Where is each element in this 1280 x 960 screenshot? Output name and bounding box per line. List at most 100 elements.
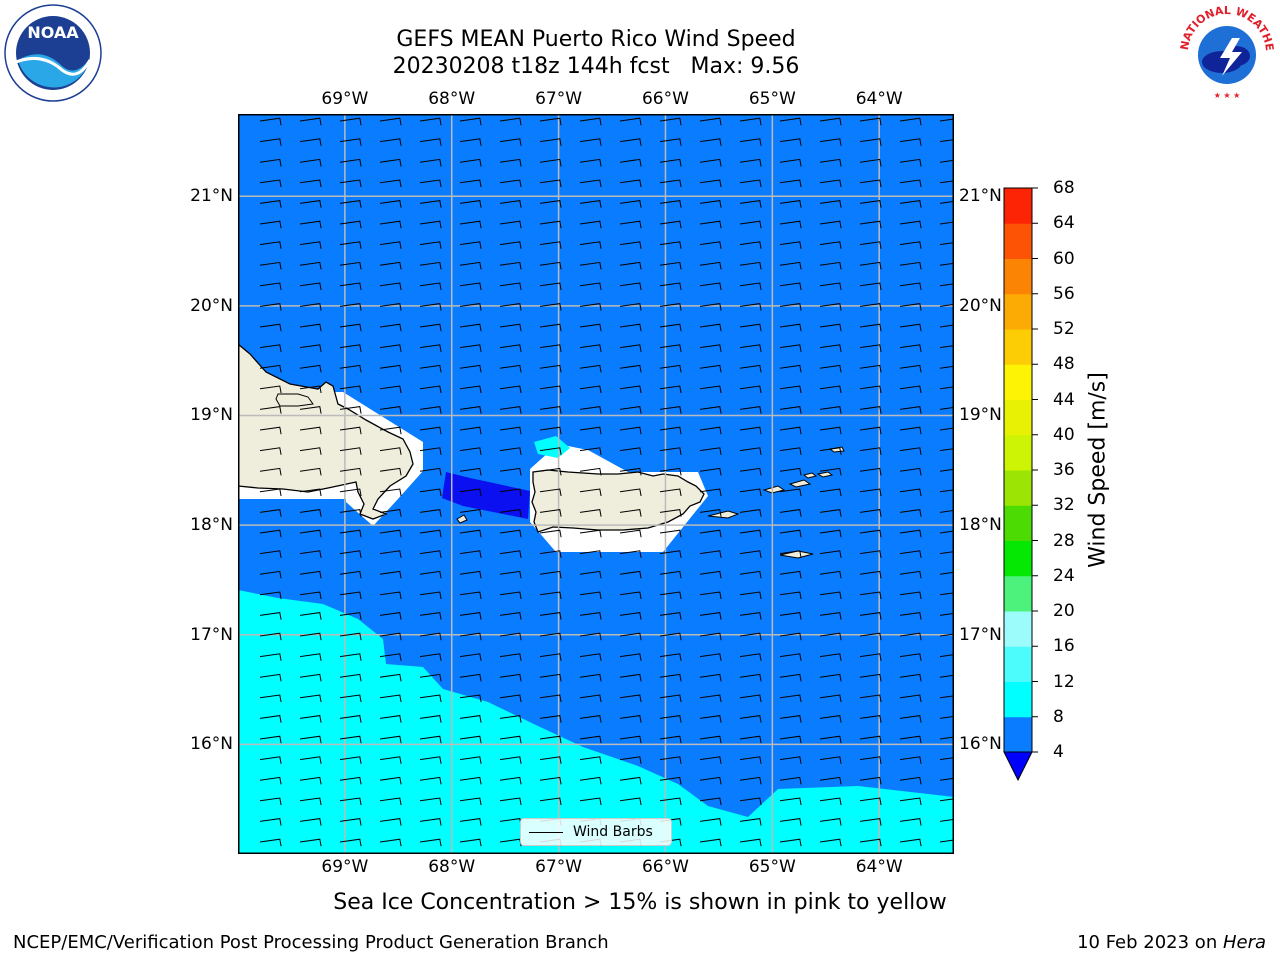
wind-barb-27 xyxy=(619,138,642,146)
wind-barb-141 xyxy=(859,261,882,270)
wind-barb-56 xyxy=(339,179,362,188)
wind-barb-335 xyxy=(699,488,722,497)
wind-barb-327 xyxy=(379,488,402,497)
wind-barb-174 xyxy=(739,303,762,311)
wind-barb-498 xyxy=(739,673,762,682)
land-mona-island xyxy=(456,514,468,524)
wind-barb-150 xyxy=(499,282,522,291)
noaa-logo: NOAA xyxy=(4,4,102,102)
wind-barb-625 xyxy=(779,818,802,826)
wind-barb-452 xyxy=(339,632,362,641)
wind-barb-384 xyxy=(499,550,522,558)
wind-barb-598 xyxy=(419,797,442,806)
wind-barb-476 xyxy=(579,653,602,661)
wind-barb-183 xyxy=(379,323,402,332)
wind-barb-346 xyxy=(419,509,442,517)
wind-barb-532 xyxy=(659,715,682,723)
wind-barb-172 xyxy=(659,303,682,311)
wind-barb-626 xyxy=(819,818,842,826)
colorbar-tick-13: 56 xyxy=(1053,283,1075,304)
wind-barb-47 xyxy=(699,158,722,167)
wind-barb-269 xyxy=(939,406,954,410)
wind-barb-300 xyxy=(739,447,762,455)
cyan-wind-zone xyxy=(238,590,954,854)
wind-barb-302 xyxy=(819,447,842,455)
wind-barb-165 xyxy=(379,303,402,311)
wind-barb-342 xyxy=(259,509,282,517)
wind-barb-39 xyxy=(379,158,402,167)
wind-barb-157 xyxy=(779,282,802,291)
wind-barb-424 xyxy=(659,591,682,600)
wind-barb-106 xyxy=(899,220,922,229)
wind-barb-453 xyxy=(379,632,402,641)
lon-label-bottom-5: 64°W xyxy=(855,857,903,877)
wind-barb-109 xyxy=(299,241,322,249)
wind-barb-119 xyxy=(699,241,722,249)
wind-barb-253 xyxy=(299,406,322,414)
wind-barb-444 xyxy=(739,612,762,620)
wind-barb-399 xyxy=(379,570,402,579)
lat-label-right-2: 19°N xyxy=(959,405,1002,426)
wind-barb-306 xyxy=(259,467,282,476)
wind-barb-0 xyxy=(259,117,282,126)
lat-label-right-5: 16°N xyxy=(959,734,1002,755)
wind-barb-553 xyxy=(779,735,802,744)
wind-barb-152 xyxy=(579,282,602,291)
wind-barb-634 xyxy=(419,838,442,847)
wind-barb-135 xyxy=(619,261,642,270)
wind-barb-632 xyxy=(339,838,362,847)
footer-credit: NCEP/EMC/Verification Post Processing Pr… xyxy=(13,932,609,953)
wind-barb-188 xyxy=(579,323,602,332)
wind-barb-596 xyxy=(339,797,362,806)
wind-barb-437 xyxy=(459,612,482,620)
wind-barb-451 xyxy=(299,632,322,641)
wind-barb-113 xyxy=(459,241,482,249)
wind-barb-374 xyxy=(819,529,842,538)
wind-barb-217 xyxy=(299,364,322,373)
wind-barb-161 xyxy=(939,283,954,287)
wind-barbs xyxy=(259,117,954,847)
wind-barb-418 xyxy=(419,591,442,600)
wind-barb-461 xyxy=(699,632,722,641)
wind-barb-186 xyxy=(499,323,522,332)
colorbar-tick-14: 60 xyxy=(1053,248,1075,269)
wind-barb-494 xyxy=(579,673,602,682)
wind-barb-142 xyxy=(899,261,922,270)
colorbar-label: Wind Speed [m/s] xyxy=(1085,372,1111,568)
wind-barb-519 xyxy=(859,694,882,703)
wind-barb-82 xyxy=(659,200,682,208)
wind-barb-643 xyxy=(779,838,802,847)
wind-barb-312 xyxy=(499,467,522,476)
land-vieques xyxy=(707,510,740,519)
wind-barb-99 xyxy=(619,220,642,229)
lat-label-left-0: 21°N xyxy=(190,186,233,207)
wind-barb-537 xyxy=(859,715,882,723)
colorbar-segment-2 xyxy=(1004,646,1032,682)
wind-barb-473 xyxy=(459,653,482,661)
wind-barb-290 xyxy=(339,447,362,455)
wind-barb-609 xyxy=(859,797,882,806)
wind-barb-627 xyxy=(859,818,882,826)
wind-barb-359 xyxy=(939,509,954,513)
wind-barb-235 xyxy=(299,385,322,394)
wind-speed-map xyxy=(238,114,954,854)
wind-barb-575 xyxy=(939,757,954,761)
wind-barb-266 xyxy=(819,406,842,414)
wind-barb-67 xyxy=(779,179,802,188)
wind-barb-243 xyxy=(619,385,642,394)
wind-barb-647 xyxy=(939,839,954,843)
wind-barb-10 xyxy=(659,117,682,126)
wind-barb-154 xyxy=(659,282,682,291)
wind-barb-251 xyxy=(939,386,954,390)
wind-barb-245 xyxy=(699,385,722,394)
wind-barb-551 xyxy=(699,735,722,744)
wind-barb-493 xyxy=(539,673,562,682)
wind-barb-334 xyxy=(659,488,682,497)
wind-barb-283 xyxy=(779,426,802,435)
wind-barb-350 xyxy=(579,509,602,517)
wind-barb-275 xyxy=(459,426,482,435)
wind-barb-160 xyxy=(899,282,922,291)
wind-barb-101 xyxy=(699,220,722,229)
wind-barb-411 xyxy=(859,570,882,579)
wind-barb-98 xyxy=(579,220,602,229)
